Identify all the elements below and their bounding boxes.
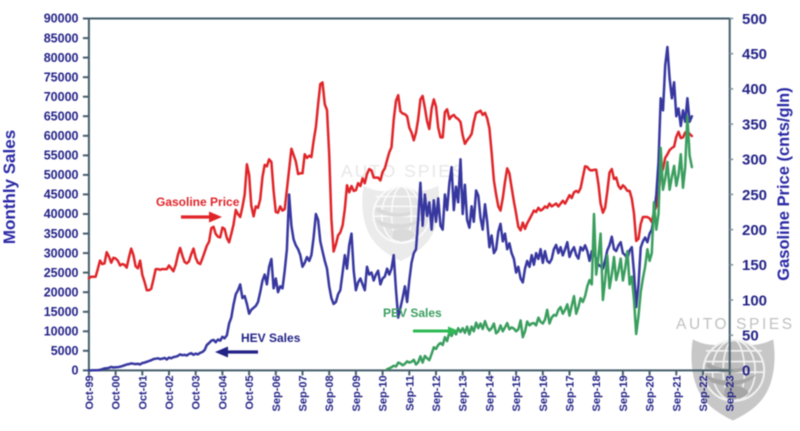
svg-text:250: 250 (742, 187, 767, 204)
svg-text:10000: 10000 (44, 325, 79, 339)
svg-text:400: 400 (742, 81, 767, 98)
svg-text:150: 150 (742, 257, 767, 274)
svg-text:AUTO SPIES: AUTO SPIES (341, 161, 466, 181)
svg-text:25000: 25000 (44, 266, 79, 280)
svg-text:Oct-02: Oct-02 (164, 375, 176, 409)
svg-text:HEV Sales: HEV Sales (241, 331, 301, 345)
svg-text:Oct-04: Oct-04 (217, 375, 229, 410)
svg-text:300: 300 (742, 152, 767, 169)
svg-text:70000: 70000 (44, 90, 79, 104)
svg-text:75000: 75000 (44, 70, 79, 84)
svg-text:80000: 80000 (44, 51, 79, 65)
svg-text:50000: 50000 (44, 168, 79, 182)
svg-text:85000: 85000 (44, 31, 79, 45)
svg-text:Sep-19: Sep-19 (618, 375, 630, 411)
svg-text:Sep-14: Sep-14 (484, 375, 496, 412)
svg-text:30000: 30000 (44, 246, 79, 260)
svg-text:350: 350 (742, 116, 767, 133)
svg-text:Oct-99: Oct-99 (84, 375, 96, 409)
svg-text:100: 100 (742, 292, 767, 309)
svg-text:Sep-10: Sep-10 (378, 375, 390, 411)
svg-text:Oct-01: Oct-01 (137, 375, 149, 409)
svg-text:50: 50 (742, 328, 759, 345)
svg-text:Sep-18: Sep-18 (591, 375, 603, 411)
svg-text:450: 450 (742, 46, 767, 63)
svg-text:60000: 60000 (44, 129, 79, 143)
svg-text:AUTO SPIES: AUTO SPIES (676, 316, 795, 333)
svg-text:Sep-09: Sep-09 (351, 375, 363, 411)
svg-text:0: 0 (742, 363, 750, 380)
svg-text:Oct-05: Oct-05 (244, 375, 256, 409)
svg-text:Sep-08: Sep-08 (324, 375, 336, 411)
svg-text:5000: 5000 (51, 344, 79, 358)
svg-text:45000: 45000 (44, 188, 79, 202)
svg-text:500: 500 (742, 11, 767, 28)
svg-text:15000: 15000 (44, 305, 79, 319)
svg-text:Gasoline Price (cnts/gln): Gasoline Price (cnts/gln) (775, 87, 793, 280)
svg-text:35000: 35000 (44, 227, 79, 241)
svg-text:Oct-03: Oct-03 (191, 375, 203, 409)
svg-text:55000: 55000 (44, 149, 79, 163)
svg-text:Sep-11: Sep-11 (404, 375, 416, 410)
svg-text:Sep-20: Sep-20 (645, 375, 657, 411)
svg-text:200: 200 (742, 222, 767, 239)
svg-text:20000: 20000 (44, 285, 79, 299)
svg-text:Sep-22: Sep-22 (698, 375, 710, 411)
svg-text:Sep-06: Sep-06 (271, 375, 283, 411)
svg-text:0: 0 (72, 364, 79, 378)
svg-text:Sep-21: Sep-21 (671, 375, 683, 411)
svg-text:Monthly Sales: Monthly Sales (0, 130, 19, 244)
svg-text:65000: 65000 (44, 110, 79, 124)
svg-text:Sep-16: Sep-16 (538, 375, 550, 411)
svg-text:Sep-23: Sep-23 (725, 375, 737, 411)
svg-text:Sep-17: Sep-17 (565, 375, 577, 411)
svg-text:Oct-00: Oct-00 (111, 375, 123, 409)
svg-text:Sep-13: Sep-13 (458, 375, 470, 411)
svg-text:90000: 90000 (44, 12, 79, 26)
svg-text:Sep-12: Sep-12 (431, 375, 443, 411)
svg-text:Sep-07: Sep-07 (298, 375, 310, 411)
svg-text:40000: 40000 (44, 207, 79, 221)
svg-text:PEV Sales: PEV Sales (383, 306, 442, 320)
svg-text:Gasoline Price: Gasoline Price (156, 195, 240, 209)
svg-text:Sep-15: Sep-15 (511, 375, 523, 411)
